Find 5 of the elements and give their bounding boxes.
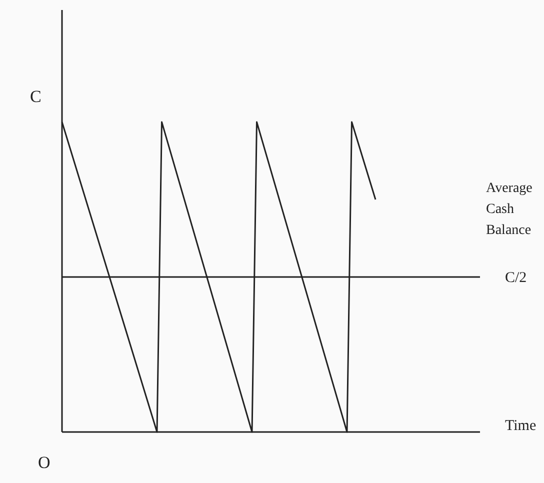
ref-line-label: C/2: [505, 270, 527, 286]
y-axis-title: C: [30, 87, 42, 106]
text: O: [38, 453, 50, 472]
x-axis-title: Time: [505, 418, 536, 434]
text: Average Cash Balance: [486, 181, 532, 238]
